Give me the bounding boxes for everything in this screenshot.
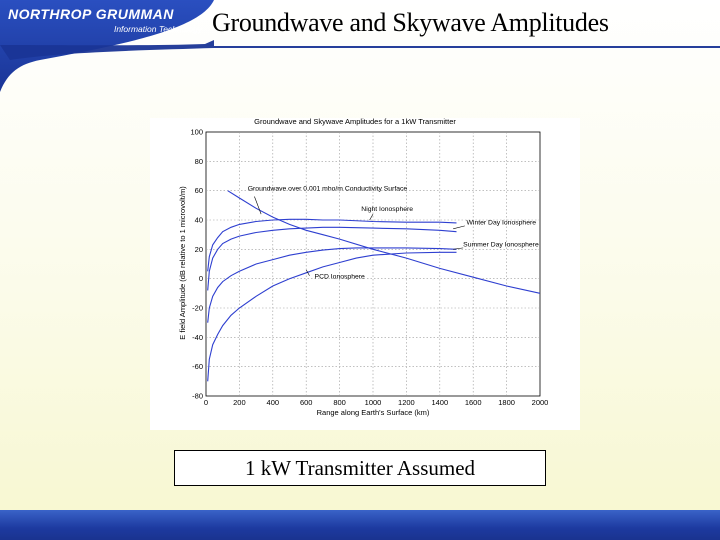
caption-box: 1 kW Transmitter Assumed — [174, 450, 546, 486]
footer-bar — [0, 510, 720, 540]
series-annotation: Winter Day Ionosphere — [467, 219, 537, 226]
annotation-layer: Groundwave over 0.001 mho/m Conductivity… — [248, 186, 539, 281]
y-tick-label: 60 — [195, 186, 203, 195]
series-line-4 — [207, 251, 457, 382]
chart-title: Groundwave and Skywave Amplitudes for a … — [254, 118, 456, 126]
series-line-0 — [227, 190, 541, 294]
series-line-3 — [207, 247, 457, 323]
chart-panel: Groundwave over 0.001 mho/m Conductivity… — [150, 117, 580, 430]
annotation-leader — [453, 247, 464, 250]
x-tick-label: 1200 — [398, 398, 415, 407]
x-tick-label: 2000 — [532, 398, 549, 407]
x-tick-label: 1800 — [498, 398, 515, 407]
series-layer — [207, 190, 541, 382]
amplitude-chart: Groundwave over 0.001 mho/m Conductivity… — [178, 117, 548, 417]
y-tick-label: -80 — [192, 392, 203, 401]
y-axis-label: E field Amplitude (dB relative to 1 micr… — [178, 186, 187, 340]
y-tick-label: -60 — [192, 362, 203, 371]
tick-layer: 0 200 400 600 800 1000 1200 1400 1600 1800 2000-80… — [190, 128, 548, 408]
x-tick-label: 1400 — [431, 398, 448, 407]
y-tick-label: 0 — [199, 274, 203, 283]
x-tick-label: 400 — [267, 398, 280, 407]
slide-header: NORTHROP GRUMMAN Information Technology … — [0, 0, 720, 92]
x-tick-label: 1000 — [365, 398, 382, 407]
series-annotation: PCD Ionosphere — [315, 274, 365, 281]
logo-sub-text: Information Technology — [113, 24, 202, 34]
y-tick-label: 80 — [195, 157, 203, 166]
header-banner — [0, 0, 720, 92]
series-annotation: Groundwave over 0.001 mho/m Conductivity… — [248, 186, 408, 193]
series-line-2 — [207, 226, 457, 291]
company-logo: NORTHROP GRUMMAN Information Technology — [8, 6, 208, 42]
y-tick-label: -20 — [192, 304, 203, 313]
slide-title: Groundwave and Skywave Amplitudes — [212, 8, 609, 37]
annotation-leader — [305, 269, 310, 276]
y-tick-label: -40 — [192, 333, 203, 342]
annotation-leader — [369, 213, 374, 221]
caption-text: 1 kW Transmitter Assumed — [244, 455, 476, 480]
series-line-1 — [207, 218, 457, 272]
x-tick-label: 1600 — [465, 398, 482, 407]
logo-main-text: NORTHROP GRUMMAN — [8, 6, 174, 22]
x-axis-label: Range along Earth's Surface (km) — [317, 408, 430, 417]
annotation-leader — [453, 225, 465, 230]
y-tick-label: 100 — [190, 128, 203, 137]
x-tick-label: 600 — [300, 398, 313, 407]
y-tick-label: 40 — [195, 216, 203, 225]
series-annotation: Summer Day Ionosphere — [463, 241, 539, 248]
y-tick-label: 20 — [195, 245, 203, 254]
x-tick-label: 200 — [233, 398, 246, 407]
x-tick-label: 0 — [204, 398, 208, 407]
annotation-leader — [254, 196, 262, 215]
x-tick-label: 800 — [333, 398, 346, 407]
grid-layer — [205, 131, 541, 397]
series-annotation: Night Ionosphere — [361, 206, 413, 213]
